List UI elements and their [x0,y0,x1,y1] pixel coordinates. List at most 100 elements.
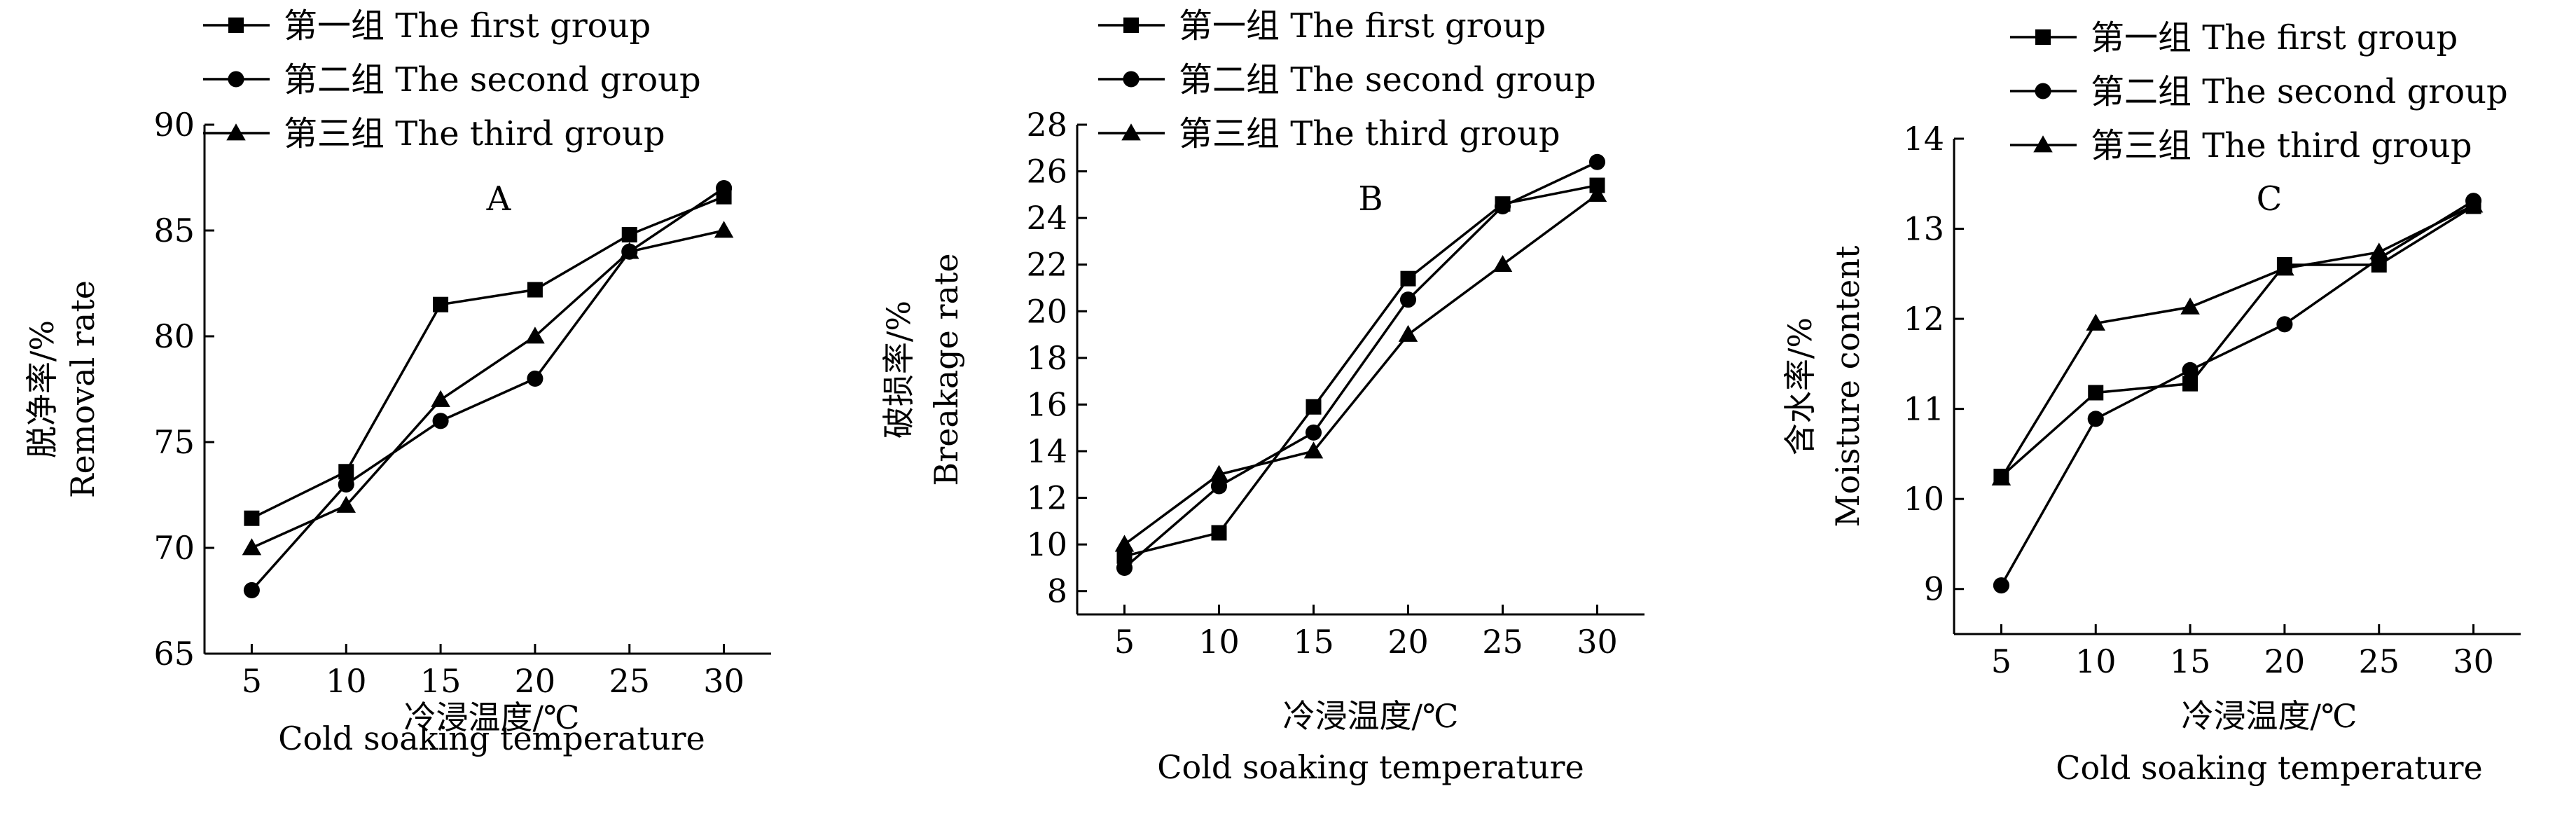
y-tick-label: 13 [1903,210,1944,248]
y-tick-label: 12 [1026,479,1067,517]
legend-marker [2035,83,2051,99]
series-line-3 [251,229,724,549]
x-tick-label: 30 [1577,623,1618,661]
legend-marker [1123,71,1140,88]
x-tick-label: 10 [1198,623,1240,661]
x-tick-label: 15 [1293,623,1334,661]
x-tick-label: 5 [1991,642,2011,680]
legend-label: 第二组 The second group [284,60,701,99]
legend-marker [226,123,246,141]
x-tick-label: 20 [2264,642,2306,680]
data-point-series-2 [338,476,354,493]
x-tick-label: 25 [609,662,650,700]
data-point-series-3 [2275,259,2294,276]
y-tick-label: 12 [1903,300,1944,338]
x-axis-label: 冷浸温度/℃ [404,698,580,736]
y-tick-label: 20 [1026,292,1067,330]
x-tick-label: 5 [242,662,262,700]
legend-marker [2035,29,2051,45]
y-axis-label-en: Removal rate [64,280,102,498]
data-point-series-3 [2463,195,2484,213]
x-tick-label: 25 [2358,642,2400,680]
data-point-series-3 [1587,185,1607,202]
legend-label: 第二组 The second group [2091,72,2508,111]
legend: 第一组 The first group 第二组 The second group 第… [1098,6,1596,153]
y-tick-label: 85 [153,212,195,249]
data-point-series-1 [433,296,449,312]
legend-marker [228,18,244,33]
y-axis-label-en: Breakage rate [927,253,965,486]
data-point-series-1 [621,227,637,243]
legend-label: 第一组 The first group [284,6,651,46]
data-point-series-2 [2087,411,2104,427]
x-axis-label-en: Cold soaking temperature [1157,748,1584,786]
x-tick-label: 25 [1482,623,1523,661]
data-point-series-1 [338,464,354,480]
series-line-1 [2000,205,2474,478]
data-point-series-3 [431,390,450,407]
chart-panel-c: 9 10 11 12 13 14 5 10 15 20 25 30 C 含水率/% Moisture con… [1781,18,2521,787]
series-line-2 [1123,160,1598,569]
data-point-series-3 [2180,297,2200,315]
data-point-series-1 [527,282,543,298]
legend-label: 第三组 The third group [1179,114,1560,153]
data-point-series-2 [1588,153,1606,170]
legend-marker [1123,18,1139,33]
data-point-series-2 [1305,424,1322,441]
legend-marker [228,71,244,88]
data-point-series-3 [2369,242,2389,260]
series-line-2 [251,187,725,591]
data-point-series-1 [1116,548,1133,564]
x-tick-label: 15 [420,662,462,700]
data-point-series-1 [1211,525,1227,541]
data-point-series-1 [2088,385,2104,401]
x-tick-label: 30 [703,662,745,700]
panel-letter: A [486,179,512,219]
y-tick-label: 18 [1026,339,1067,377]
data-point-series-1 [2182,376,2198,392]
data-point-series-3 [1303,441,1324,459]
data-point-series-2 [1210,478,1228,495]
data-point-series-2 [432,413,449,429]
series-line-3 [1123,193,1598,546]
legend-label: 第三组 The third group [2091,126,2472,165]
y-tick-label: 70 [153,529,195,567]
data-point-series-2 [1116,559,1133,576]
x-tick-label: 10 [326,662,367,700]
x-axis-label-en: Cold soaking temperature [2056,749,2482,787]
y-tick-label: 16 [1026,385,1067,423]
data-point-series-3 [242,538,262,556]
legend-label: 第三组 The third group [284,114,665,153]
chart-panel-b: 8 10 12 14 16 18 20 22 24 26 28 5 10 15 20 25 30 B 破损率/% Br… [880,6,1644,786]
data-point-series-3 [1991,468,2011,486]
y-tick-label: 14 [1026,432,1067,470]
legend: 第一组 The first group 第二组 The second group 第… [2010,18,2508,165]
y-tick-label: 10 [1026,525,1067,563]
data-point-series-3 [1493,254,1513,273]
y-axis-label: 脱净率/% [23,320,61,458]
legend-marker [1121,123,1141,141]
series-line-3 [2000,204,2474,479]
series-line-2 [2000,200,2474,586]
data-point-series-2 [716,180,733,197]
chart-panel-a: 65 70 75 80 85 90 5 10 15 20 25 30 A 脱净率/% Removal rat… [23,6,771,757]
x-tick-label: 10 [2075,642,2117,680]
legend-label: 第二组 The second group [1179,60,1596,99]
data-point-series-1 [1400,270,1416,287]
y-tick-label: 75 [153,423,195,461]
y-tick-label: 11 [1903,390,1944,428]
data-point-series-3 [2086,313,2105,331]
y-axis-label: 破损率/% [880,301,917,439]
data-point-series-2 [1993,577,2009,594]
x-tick-label: 30 [2453,642,2494,680]
series-line-1 [251,195,725,520]
data-point-series-1 [1306,399,1322,415]
data-point-series-3 [1209,464,1229,482]
y-tick-label: 10 [1903,480,1944,518]
data-point-series-2 [1399,291,1417,308]
data-point-series-3 [336,495,356,513]
data-point-series-2 [2276,316,2293,333]
y-axis-label: 含水率/% [1781,317,1819,455]
